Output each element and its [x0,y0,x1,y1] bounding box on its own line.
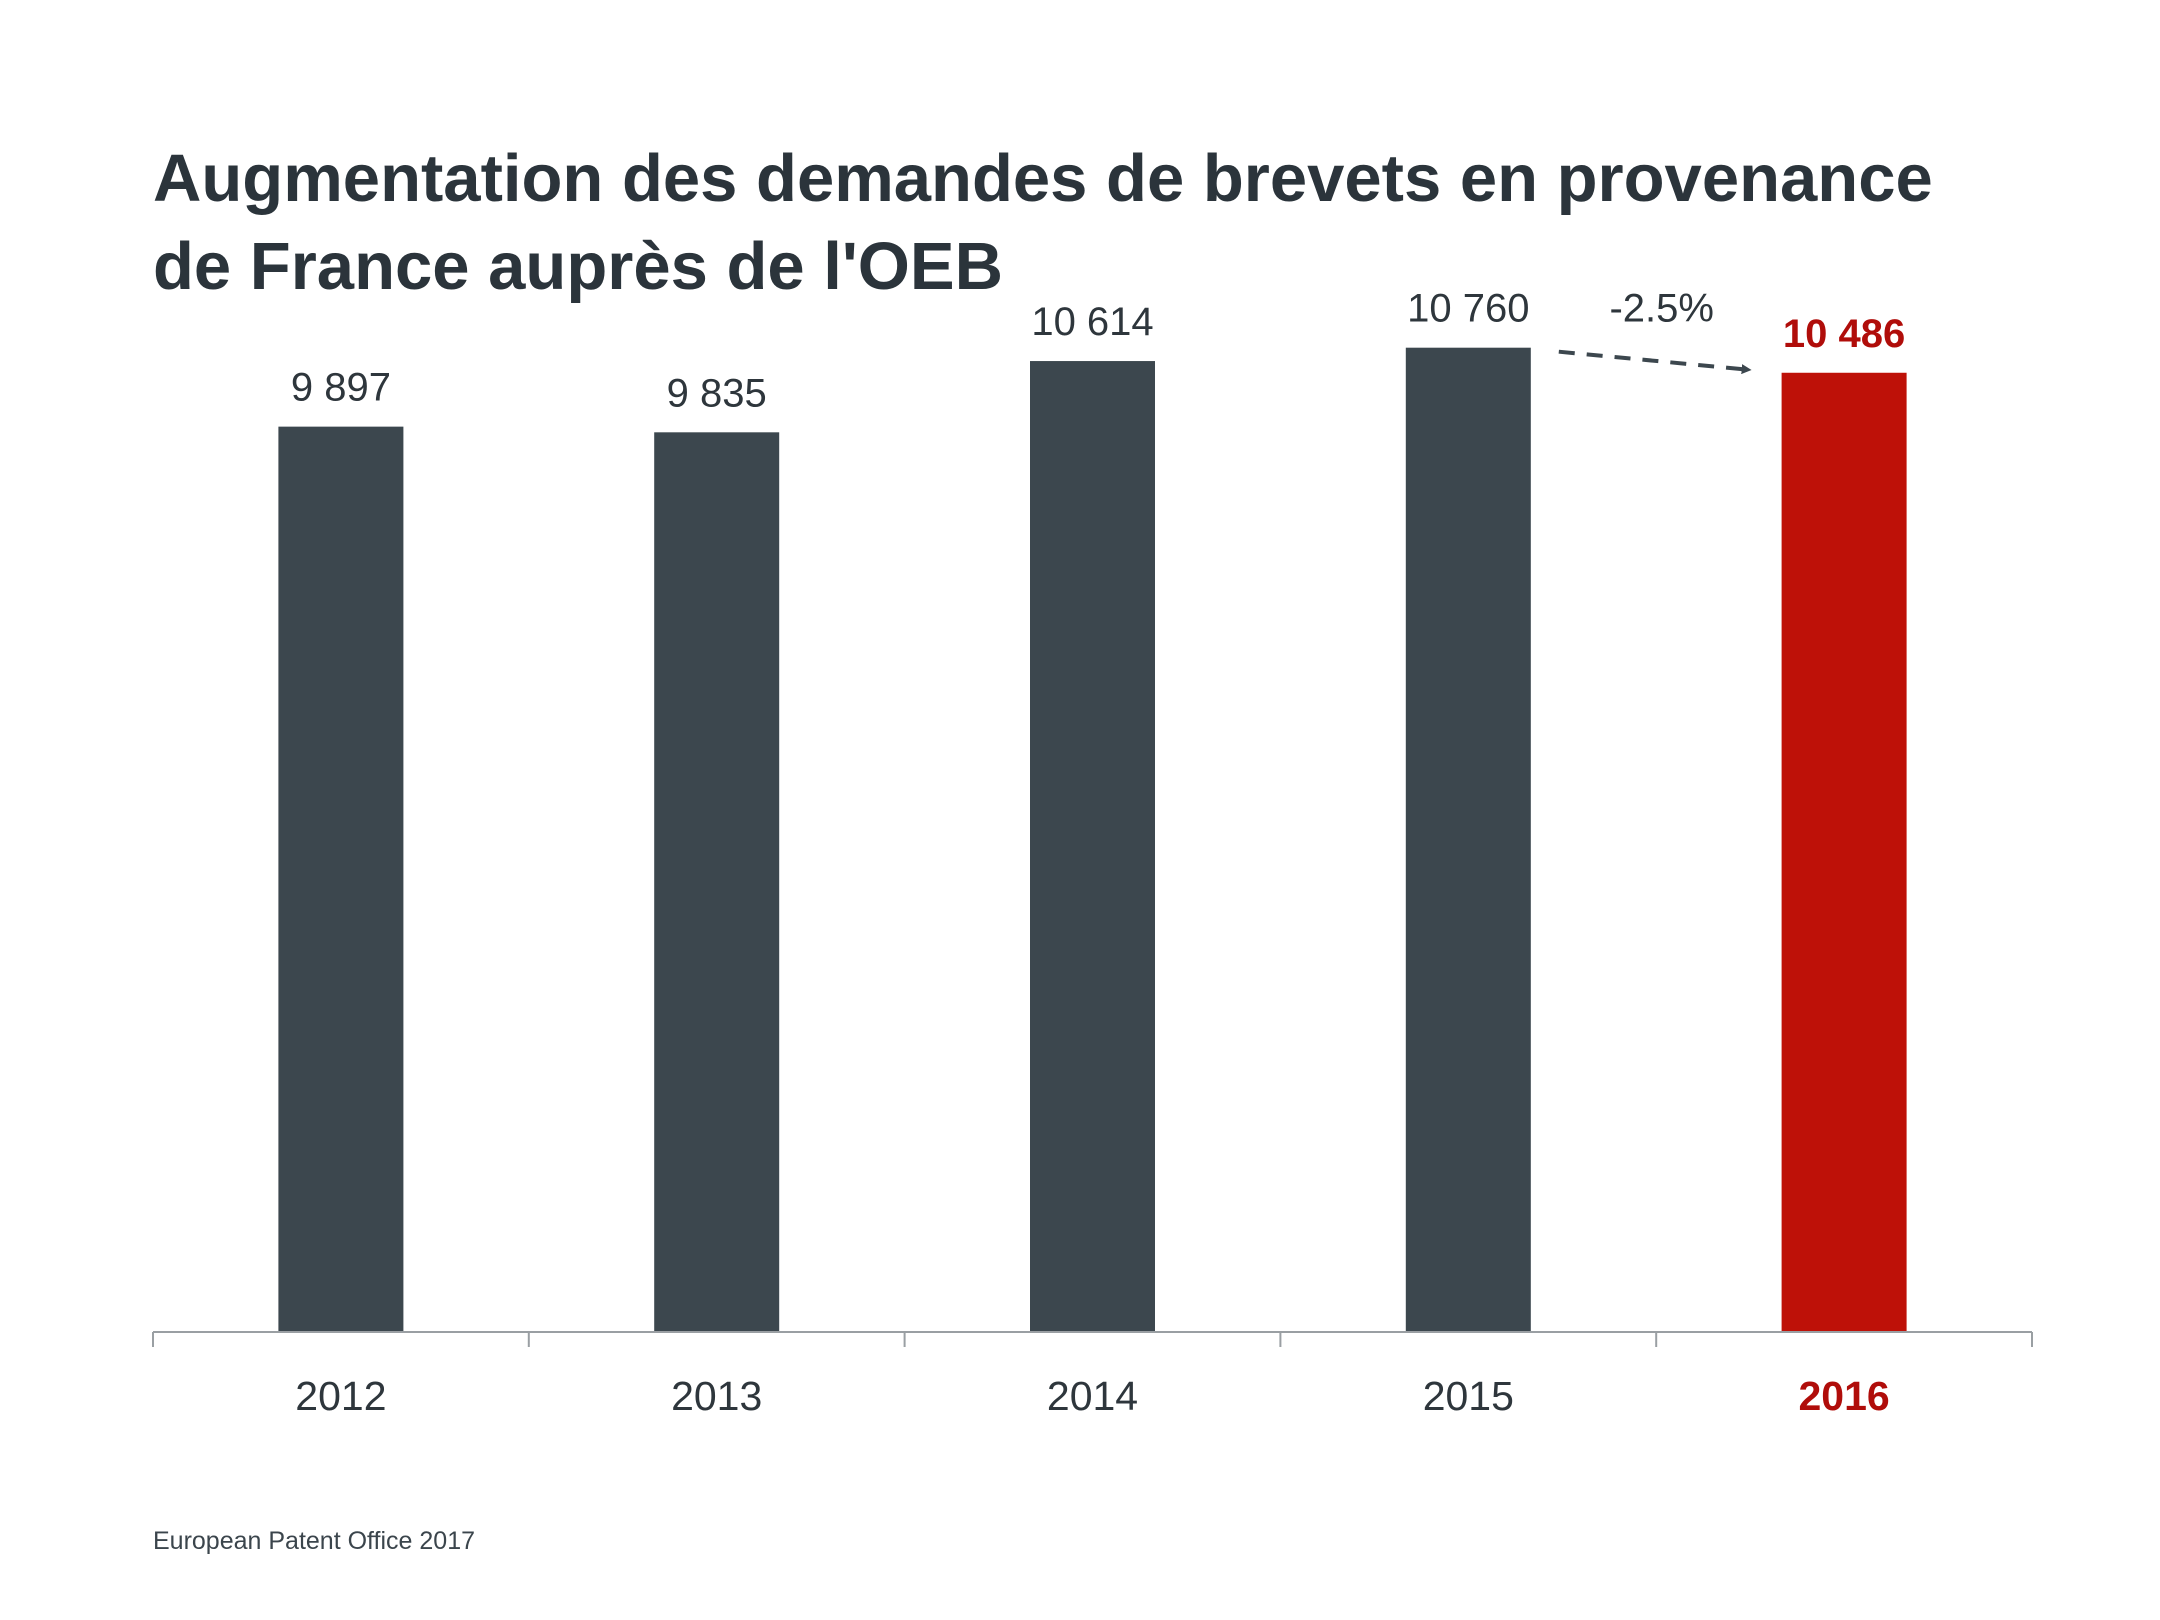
bar-2013 [654,432,779,1332]
change-arrow [1559,352,1749,370]
bar-2015 [1406,348,1531,1332]
bar-2016 [1782,373,1907,1332]
value-label-2016: 10 486 [1783,312,1905,356]
tick-label-2012: 2012 [295,1373,386,1419]
bar-2014 [1030,361,1155,1332]
tick-label-2013: 2013 [671,1373,762,1419]
tick-label-2016: 2016 [1798,1373,1889,1419]
source-note: European Patent Office 2017 [153,1527,475,1556]
value-label-2013: 9 835 [667,371,767,415]
tick-label-2015: 2015 [1423,1373,1514,1419]
bar-2012 [278,427,403,1332]
value-label-2012: 9 897 [291,366,391,410]
value-label-2015: 10 760 [1407,287,1529,331]
tick-label-2014: 2014 [1047,1373,1138,1419]
bar-chart: 9 897 2012 9 835 2013 10 614 2014 10 760 2015 10… [0,0,2160,1620]
value-label-2014: 10 614 [1031,300,1153,344]
x-axis [153,1332,2032,1347]
annotation-group: -2.5% [1559,287,1749,370]
change-annotation-label: -2.5% [1609,287,1714,331]
bars-group [278,348,1906,1332]
